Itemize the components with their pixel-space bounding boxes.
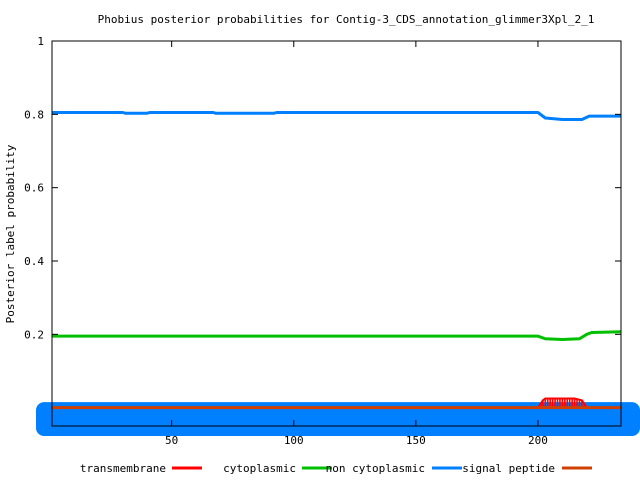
legend-item-transmembrane: transmembrane [80,462,202,475]
series-line-non-cytoplasmic [52,111,621,121]
y-tick-label: 0.2 [24,328,44,341]
y-tick-label: 1 [37,35,44,48]
series-transmembrane [52,397,621,409]
legend-item-cytoplasmic: cytoplasmic [223,462,332,475]
x-tick-label: 150 [406,434,426,447]
legend-label: signal peptide [462,462,555,475]
series-line-transmembrane [52,397,621,409]
plot-area [36,111,640,436]
x-tick-label: 200 [528,434,548,447]
plot-frame [51,40,622,427]
legend: transmembrane cytoplasmic non cytoplasmic s… [80,462,592,475]
chart-title: Phobius posterior probabilities for Cont… [98,13,595,26]
y-tick-label: 0.6 [24,182,44,195]
x-tick-label: 100 [284,434,304,447]
legend-label: non cytoplasmic [326,462,425,475]
x-tick-label: 50 [165,434,178,447]
y-tick-label: 0.4 [24,255,44,268]
legend-item-signal-peptide: signal peptide [462,462,592,475]
y-axis-label: Posterior label probability [4,144,17,323]
legend-item-non-cytoplasmic: non cytoplasmic [326,462,462,475]
series-line-cytoplasmic [52,330,622,341]
y-tick-label: 0.8 [24,108,44,121]
legend-label: cytoplasmic [223,462,296,475]
signal-band [36,402,640,436]
legend-label: transmembrane [80,462,166,475]
